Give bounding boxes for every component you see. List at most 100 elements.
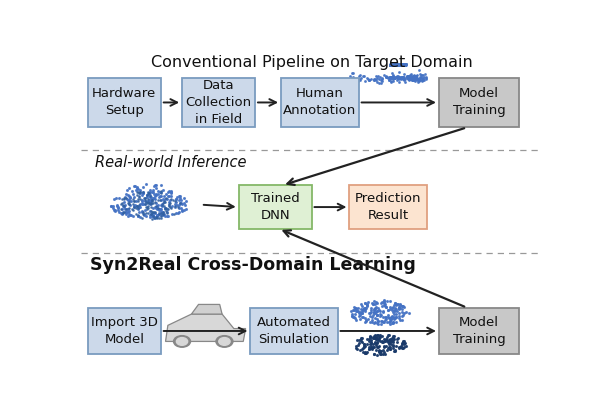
Point bbox=[410, 76, 420, 83]
Point bbox=[405, 74, 415, 81]
Point bbox=[384, 76, 394, 83]
Point bbox=[389, 302, 399, 308]
Point bbox=[361, 306, 370, 312]
Point bbox=[351, 311, 361, 318]
Point bbox=[119, 208, 128, 215]
Point bbox=[395, 61, 405, 68]
Point bbox=[140, 196, 150, 203]
Point bbox=[133, 185, 142, 191]
Text: Model
Training: Model Training bbox=[452, 316, 505, 346]
Point bbox=[123, 187, 133, 194]
Point bbox=[351, 304, 361, 311]
Point bbox=[385, 336, 395, 343]
Point bbox=[172, 194, 182, 201]
Point bbox=[401, 61, 410, 67]
Point bbox=[391, 74, 401, 81]
Point bbox=[406, 76, 415, 82]
Point bbox=[142, 200, 152, 206]
Point bbox=[370, 300, 380, 307]
Point bbox=[163, 206, 173, 213]
Point bbox=[143, 210, 153, 217]
Point bbox=[373, 72, 382, 79]
Point bbox=[356, 306, 366, 312]
Point bbox=[128, 196, 138, 203]
Point bbox=[373, 304, 382, 311]
Point bbox=[112, 202, 122, 209]
Point bbox=[121, 190, 131, 197]
Point bbox=[164, 203, 174, 209]
Point bbox=[387, 74, 396, 81]
Point bbox=[369, 333, 379, 340]
Point bbox=[393, 61, 403, 67]
Point bbox=[130, 203, 139, 210]
Point bbox=[347, 76, 356, 83]
Point bbox=[378, 347, 387, 354]
Point bbox=[158, 210, 168, 217]
Point bbox=[359, 73, 369, 79]
Point bbox=[361, 349, 370, 356]
Point bbox=[141, 209, 151, 216]
FancyBboxPatch shape bbox=[88, 308, 161, 354]
Point bbox=[373, 332, 382, 339]
Point bbox=[402, 73, 412, 80]
Point bbox=[359, 306, 369, 313]
Point bbox=[155, 189, 165, 196]
Point bbox=[393, 74, 403, 80]
Point bbox=[159, 193, 169, 199]
Point bbox=[385, 61, 395, 68]
Point bbox=[149, 214, 159, 221]
Point bbox=[402, 74, 412, 81]
Point bbox=[394, 61, 404, 68]
Point bbox=[368, 350, 378, 357]
Point bbox=[143, 191, 153, 198]
Point bbox=[154, 206, 164, 213]
Point bbox=[365, 310, 375, 316]
Point bbox=[387, 316, 396, 322]
Point bbox=[117, 206, 126, 212]
Point bbox=[147, 213, 157, 219]
Point bbox=[399, 61, 409, 68]
Point bbox=[132, 191, 142, 198]
Point bbox=[137, 201, 147, 207]
Point bbox=[159, 211, 169, 217]
Point bbox=[148, 200, 158, 207]
Point bbox=[391, 61, 401, 68]
Point bbox=[375, 347, 385, 354]
Point bbox=[355, 71, 365, 78]
Point bbox=[379, 298, 389, 304]
Point bbox=[385, 345, 395, 352]
Point bbox=[123, 206, 133, 213]
Point bbox=[400, 62, 410, 69]
Point bbox=[406, 76, 416, 82]
Point bbox=[119, 195, 128, 202]
Point bbox=[406, 71, 415, 77]
Point bbox=[147, 209, 157, 216]
Point bbox=[352, 346, 362, 352]
Point bbox=[400, 61, 410, 68]
Point bbox=[399, 341, 409, 347]
Point bbox=[393, 74, 403, 80]
Point bbox=[376, 300, 386, 307]
Point bbox=[392, 74, 401, 81]
Point bbox=[407, 76, 416, 82]
Point bbox=[137, 209, 147, 215]
Point bbox=[393, 74, 402, 81]
Point bbox=[353, 304, 363, 311]
Point bbox=[144, 196, 154, 203]
Point bbox=[357, 303, 367, 309]
Point bbox=[412, 76, 422, 83]
Point bbox=[399, 76, 409, 83]
Point bbox=[370, 310, 379, 316]
Point bbox=[388, 74, 398, 81]
Point bbox=[113, 207, 123, 214]
Point bbox=[387, 61, 396, 68]
Point bbox=[383, 314, 393, 320]
Point bbox=[385, 74, 395, 81]
Point bbox=[167, 188, 176, 195]
Point bbox=[126, 212, 136, 218]
Point bbox=[134, 202, 144, 209]
Circle shape bbox=[176, 338, 188, 345]
Point bbox=[133, 203, 142, 210]
Point bbox=[151, 208, 161, 215]
Point bbox=[122, 194, 131, 201]
